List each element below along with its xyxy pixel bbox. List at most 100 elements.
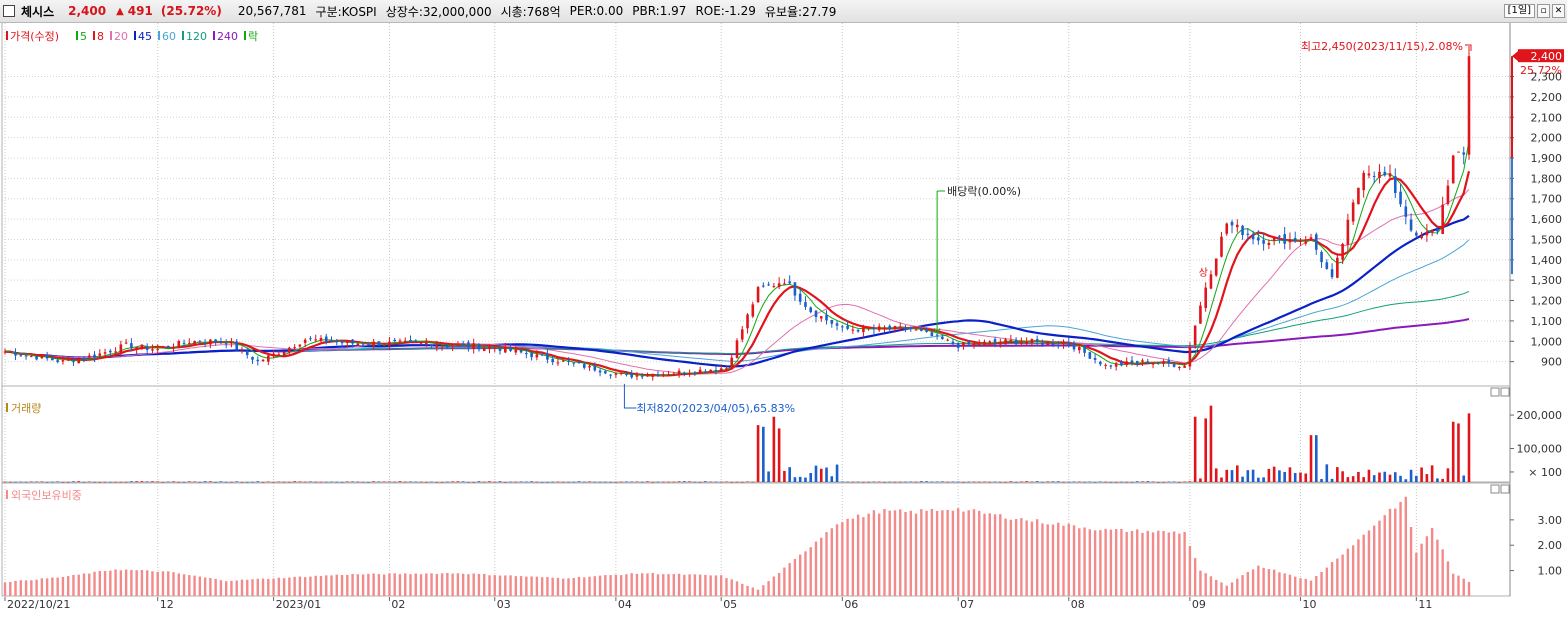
volume-bar [1441, 478, 1444, 482]
candle-body [1257, 237, 1260, 241]
candle-body [351, 339, 354, 344]
foreign-bar [288, 577, 291, 596]
y-tick-label: 1,700 [1531, 193, 1563, 206]
restore-icon[interactable]: ▫ [1537, 4, 1550, 18]
foreign-bar [498, 575, 502, 596]
volume-bar [1446, 468, 1450, 482]
foreign-bar [899, 509, 902, 596]
volume-bar [1336, 467, 1339, 482]
candle-body [451, 345, 454, 347]
candle-body [493, 347, 497, 349]
foreign-bar [651, 572, 654, 596]
volume-bar [735, 481, 739, 483]
period-button[interactable]: [1일] [1503, 4, 1535, 18]
foreign-bar [309, 576, 312, 596]
foreign-bar [804, 551, 807, 596]
candle-body [172, 347, 175, 349]
candle-body [124, 342, 128, 344]
foreign-bar [219, 580, 223, 596]
candle-body [1325, 262, 1329, 269]
foreign-bar [798, 554, 802, 596]
legend-label: 45 [138, 30, 152, 43]
foreign-bar [583, 577, 586, 596]
volume-bar [193, 481, 196, 482]
volume-bar [267, 481, 270, 483]
volume-bar [509, 481, 512, 483]
candle-body [1046, 341, 1050, 345]
candle-body [1162, 361, 1165, 364]
candle-body [272, 353, 275, 355]
volume-bar [440, 481, 444, 483]
volume-bar [361, 481, 365, 483]
volume-bar [593, 481, 597, 483]
candle-body [904, 327, 907, 330]
candle-body [456, 344, 460, 346]
candle-body [1130, 360, 1134, 363]
volume-bar [551, 481, 554, 483]
volume-bar [1141, 481, 1144, 482]
candle-body [999, 342, 1002, 345]
market-type: 구분:KOSPI [315, 4, 377, 19]
volume-bar [467, 481, 470, 483]
candle-body [1088, 352, 1092, 359]
candle-body [582, 364, 586, 368]
foreign-bar [1325, 567, 1329, 596]
volume-bar [388, 481, 391, 482]
candle-body [1035, 339, 1039, 342]
foreign-bar [140, 570, 144, 596]
foreign-bar [1088, 529, 1092, 596]
candle-body [993, 339, 997, 343]
foreign-bar [151, 571, 154, 596]
candle-body [619, 373, 623, 375]
foreign-bar [972, 509, 976, 596]
candle-body [1072, 342, 1076, 350]
candle-body [72, 361, 75, 363]
x-tick-label: 02 [391, 598, 405, 611]
close-icon[interactable]: ✕ [1552, 4, 1565, 18]
current-price-pointer-icon [1512, 51, 1518, 62]
volume-bar [941, 481, 944, 482]
x-tick-label: 2022/10/21 [7, 598, 70, 611]
volume-bar [640, 481, 644, 483]
candle-body [1278, 235, 1281, 237]
candle-body [1241, 225, 1244, 236]
volume-bar [446, 481, 449, 483]
candle-body [1156, 362, 1160, 364]
candle-body [367, 344, 370, 346]
candle-body [730, 357, 734, 368]
foreign-bar [256, 578, 259, 596]
candle-body [35, 356, 38, 360]
volume-bar [151, 481, 154, 482]
volume-bar [40, 481, 44, 482]
volume-bar [209, 481, 212, 482]
candle-body [1446, 185, 1450, 204]
candle-body [1420, 235, 1423, 239]
foreign-bar [846, 518, 849, 596]
candle-body [598, 370, 602, 373]
foreign-bar [988, 513, 991, 596]
foreign-bar [572, 578, 575, 596]
foreign-bar [1130, 531, 1134, 596]
pbr-value: PBR:1.97 [632, 4, 687, 18]
foreign-bar [472, 573, 475, 596]
volume-bar [30, 481, 33, 482]
volume-bar [767, 471, 770, 482]
volume-bar [1404, 479, 1408, 482]
foreign-bar [1362, 534, 1365, 596]
candle-body [3, 351, 7, 353]
stock-chart[interactable]: 최고2,450(2023/11/15),2.08% 최저820(2023/04/0… [0, 23, 1567, 630]
select-checkbox[interactable] [3, 5, 15, 17]
volume-bar [1020, 481, 1023, 483]
candle-body [467, 342, 470, 348]
volume-bar [814, 465, 818, 482]
foreign-bar [1262, 567, 1265, 596]
current-price-tag [1518, 49, 1564, 63]
volume-bar [8, 481, 12, 483]
volume-bar [1099, 481, 1102, 482]
foreign-bar [235, 580, 238, 596]
volume-bar [572, 481, 576, 483]
foreign-bar [751, 587, 754, 596]
x-tick-label: 05 [723, 598, 737, 611]
candle-body [867, 328, 870, 330]
volume-bar [625, 481, 628, 482]
